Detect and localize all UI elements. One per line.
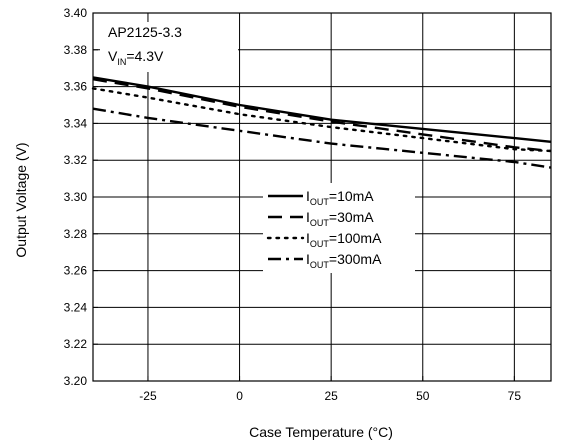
series-line (92, 78, 552, 153)
x-tick-label: 0 (236, 389, 243, 403)
vin-rest: =4.3V (126, 48, 164, 64)
y-tick-label: 3.26 (64, 264, 88, 278)
legend-label-sub: OUT (310, 197, 330, 207)
y-tick-label: 3.20 (64, 374, 88, 388)
legend-label-main: I (306, 230, 310, 246)
vin-main: V (108, 48, 118, 64)
y-tick-label: 3.40 (64, 6, 88, 20)
y-tick-label: 3.22 (64, 337, 88, 351)
legend-label-rest: =300mA (329, 251, 382, 267)
legend-label: IOUT=100mA (306, 230, 382, 249)
series-group (91, 76, 553, 169)
y-tick-label: 3.38 (64, 43, 88, 57)
y-tick-label: 3.34 (64, 116, 88, 130)
legend-label-sub: OUT (310, 218, 330, 228)
legend-label: IOUT=30mA (306, 209, 374, 228)
ticks: -25 0 25 50 75 3.20 3.22 3.24 3.26 3.28 3.30 3.32 3.… (64, 6, 522, 403)
legend-label-sub: OUT (310, 239, 330, 249)
y-tick-label: 3.30 (64, 190, 88, 204)
x-tick-label: 25 (324, 389, 338, 403)
y-tick-label: 3.24 (64, 300, 88, 314)
y-axis-title: Output Voltage (V) (13, 142, 29, 257)
input-voltage-label: VIN=4.3V (108, 48, 164, 67)
y-tick-label: 3.32 (64, 153, 88, 167)
legend-label-main: I (306, 209, 310, 225)
y-tick-label: 3.28 (64, 227, 88, 241)
legend-label-main: I (306, 188, 310, 204)
x-tick-label: 50 (416, 389, 430, 403)
legend-label-rest: =10mA (329, 188, 374, 204)
series-line (92, 107, 552, 169)
legend-label-main: I (306, 251, 310, 267)
series-line (92, 76, 552, 143)
x-tick-label: 75 (508, 389, 522, 403)
annotation-box (100, 22, 238, 72)
vin-sub: IN (117, 57, 126, 67)
legend-label-sub: OUT (310, 260, 330, 270)
legend-label: IOUT=300mA (306, 251, 382, 270)
device-annotation: AP2125-3.3 VIN=4.3V (100, 22, 238, 72)
legend-label-rest: =30mA (329, 209, 374, 225)
series-line (91, 87, 553, 153)
legend-label: IOUT=10mA (306, 188, 374, 207)
x-axis-title: Case Temperature (°C) (249, 424, 393, 440)
device-name: AP2125-3.3 (108, 24, 182, 40)
y-tick-label: 3.36 (64, 80, 88, 94)
legend-label-rest: =100mA (329, 230, 382, 246)
x-tick-label: -25 (139, 389, 157, 403)
